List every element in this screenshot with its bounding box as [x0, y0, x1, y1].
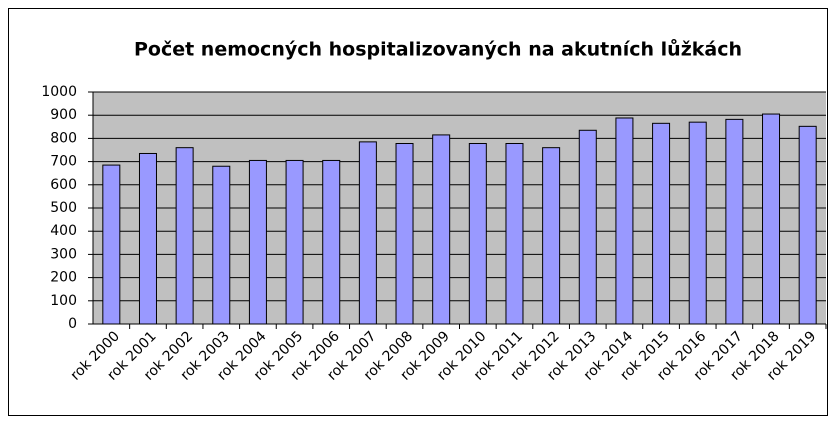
- y-tick-label: 400: [50, 223, 77, 239]
- bar: [578, 129, 597, 325]
- bar: [615, 117, 634, 325]
- y-tick-label: 300: [50, 246, 77, 262]
- y-tick-label: 900: [50, 107, 77, 123]
- bar: [468, 143, 487, 325]
- y-tick-label: 500: [50, 200, 77, 216]
- bar: [395, 143, 414, 325]
- y-tick-label: 0: [68, 316, 77, 332]
- bar: [322, 159, 341, 325]
- bar: [652, 122, 671, 325]
- bar: [358, 141, 377, 325]
- bar: [248, 159, 267, 325]
- y-tick-label: 1000: [41, 84, 77, 100]
- bar: [285, 159, 304, 325]
- bar: [798, 125, 817, 325]
- bar: [212, 165, 231, 325]
- y-tick-label: 600: [50, 177, 77, 193]
- bar: [505, 143, 524, 325]
- bar: [725, 118, 744, 325]
- bar: [432, 134, 451, 325]
- bar: [102, 164, 121, 325]
- y-tick-label: 800: [50, 130, 77, 146]
- bar: [138, 152, 157, 325]
- y-tick-label: 700: [50, 154, 77, 170]
- bar: [762, 113, 781, 325]
- y-tick-label: 200: [50, 270, 77, 286]
- chart-title: Počet nemocných hospitalizovaných na aku…: [134, 38, 742, 61]
- y-tick-label: 100: [50, 293, 77, 309]
- bar: [688, 121, 707, 325]
- bar: [542, 147, 561, 325]
- bar: [175, 147, 194, 325]
